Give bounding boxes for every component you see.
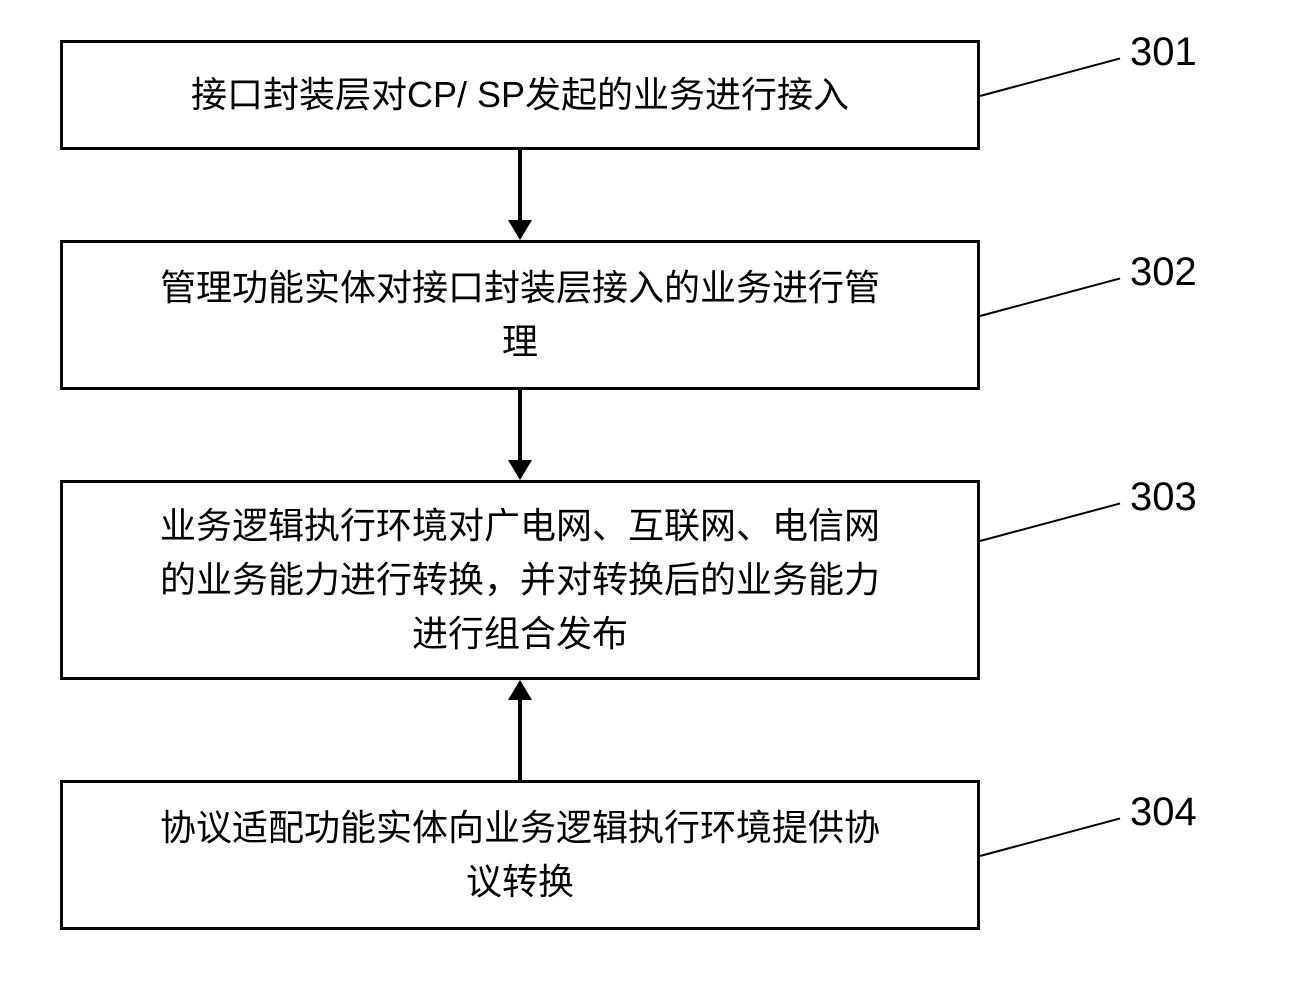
label-304: 304 xyxy=(1130,790,1197,835)
leader-line-3 xyxy=(980,503,1121,542)
leader-line-1 xyxy=(980,58,1121,97)
arrow-4-3-line xyxy=(518,700,522,780)
label-301: 301 xyxy=(1130,30,1197,75)
flow-box-4: 协议适配功能实体向业务逻辑执行环境提供协 议转换 xyxy=(60,780,980,930)
arrow-1-2-line xyxy=(518,150,522,220)
flow-box-1: 接口封装层对CP/ SP发起的业务进行接入 xyxy=(60,40,980,150)
arrow-2-3-line xyxy=(518,390,522,460)
box-1-text: 接口封装层对CP/ SP发起的业务进行接入 xyxy=(191,68,849,122)
label-302: 302 xyxy=(1130,250,1197,295)
flow-box-3: 业务逻辑执行环境对广电网、互联网、电信网 的业务能力进行转换，并对转换后的业务能… xyxy=(60,480,980,680)
flow-box-2: 管理功能实体对接口封装层接入的业务进行管 理 xyxy=(60,240,980,390)
label-303: 303 xyxy=(1130,475,1197,520)
box-3-text: 业务逻辑执行环境对广电网、互联网、电信网 的业务能力进行转换，并对转换后的业务能… xyxy=(160,499,880,661)
arrow-1-2-head xyxy=(508,220,532,240)
leader-line-4 xyxy=(980,818,1121,857)
box-4-text: 协议适配功能实体向业务逻辑执行环境提供协 议转换 xyxy=(160,801,880,909)
arrow-4-3-head xyxy=(508,680,532,700)
leader-line-2 xyxy=(980,278,1121,317)
box-2-text: 管理功能实体对接口封装层接入的业务进行管 理 xyxy=(160,261,880,369)
arrow-2-3-head xyxy=(508,460,532,480)
